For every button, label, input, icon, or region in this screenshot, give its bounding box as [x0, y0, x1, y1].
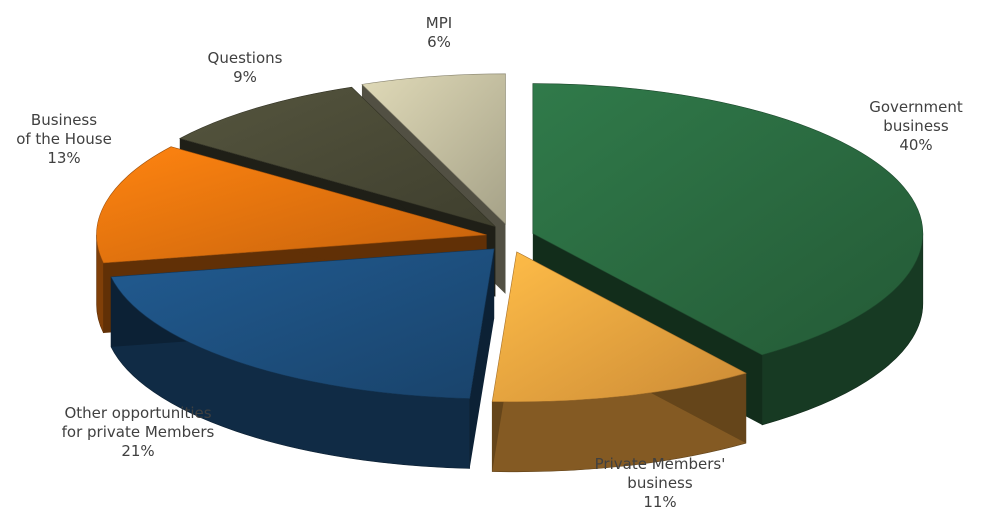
pie-slice-questions: [178, 86, 496, 227]
pie-slice-mpi: [361, 73, 506, 225]
pie-slice-other-opportunities: [110, 248, 495, 399]
pie-slice-business-of-the-house: [96, 146, 487, 264]
slice-label-other-opportunities: Other opportunities for private Members …: [61, 404, 215, 460]
slice-label-private-members-business: Private Members' business 11%: [594, 455, 726, 511]
pie-tops: [96, 73, 924, 403]
slice-label-mpi: MPI 6%: [425, 14, 453, 51]
slice-label-questions: Questions 9%: [207, 49, 283, 86]
slice-label-business-of-the-house: Business of the House 13%: [16, 111, 112, 167]
slice-label-government: Government business 40%: [869, 98, 963, 154]
pie-slice-government: [532, 83, 924, 356]
pie-slice-private-members-business: [491, 251, 747, 403]
